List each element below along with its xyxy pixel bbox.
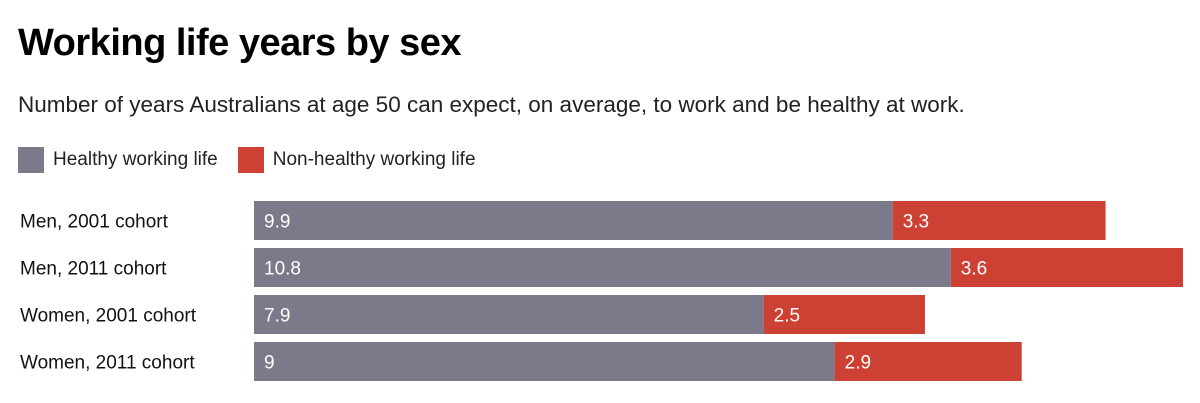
data-label: 2.9 <box>845 353 871 374</box>
legend-swatch-healthy <box>18 147 44 173</box>
bar-segment-non-healthy <box>834 342 1022 381</box>
legend-item-healthy: Healthy working life <box>18 147 218 173</box>
data-label: 3.3 <box>903 212 929 233</box>
legend-label-healthy: Healthy working life <box>53 149 218 170</box>
stacked-bar-chart: Men, 2001 cohort 9.9 3.3 Men, 2011 cohort 10… <box>20 201 1183 381</box>
bar-segment-non-healthy <box>763 295 925 334</box>
legend-item-non-healthy: Non-healthy working life <box>237 147 476 173</box>
data-label: 9 <box>264 353 275 374</box>
bar-segment-healthy <box>254 201 893 240</box>
data-label: 2.5 <box>774 306 800 327</box>
legend: Healthy working life Non-healthy working… <box>18 147 496 173</box>
category-label: Women, 2011 cohort <box>20 353 195 374</box>
category-label: Men, 2001 cohort <box>20 212 169 233</box>
bar-segment-healthy <box>254 248 951 287</box>
data-label: 7.9 <box>264 306 290 327</box>
chart-subtitle: Number of years Australians at age 50 ca… <box>18 92 965 117</box>
chart-title: Working life years by sex <box>18 22 462 64</box>
legend-swatch-non-healthy <box>237 147 264 173</box>
data-label: 9.9 <box>264 212 290 233</box>
bar-segment-non-healthy <box>892 201 1106 240</box>
data-label: 3.6 <box>961 259 987 280</box>
legend-label-non-healthy: Non-healthy working life <box>272 149 476 170</box>
data-label: 10.8 <box>264 259 301 280</box>
bar-segment-non-healthy <box>950 248 1183 287</box>
category-label: Women, 2001 cohort <box>20 306 197 327</box>
category-label: Men, 2011 cohort <box>20 259 167 280</box>
bar-segment-healthy <box>254 342 835 381</box>
bar-segment-healthy <box>254 295 764 334</box>
